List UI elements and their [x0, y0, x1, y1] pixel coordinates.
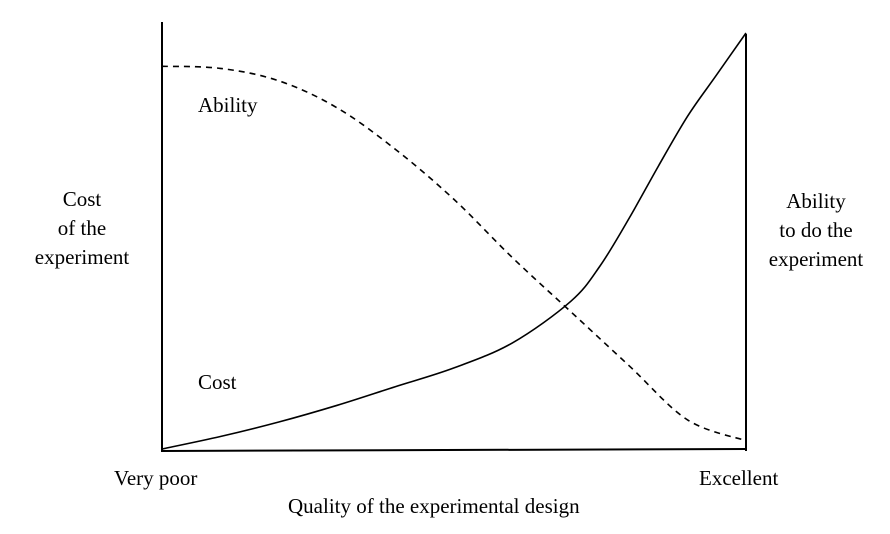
series-label-cost: Cost	[198, 370, 237, 394]
x-axis-title: Quality of the experimental design	[288, 494, 580, 518]
x-axis	[160, 448, 748, 452]
series-layer	[161, 32, 747, 450]
series-line-cost	[161, 32, 747, 450]
left-axis-label: Cost of the experiment	[8, 185, 156, 272]
left-axis-label-line-3: experiment	[34, 245, 130, 269]
x-tick-label-very-poor: Very poor	[114, 466, 198, 490]
left-axis-label-line-2: of the	[57, 216, 107, 240]
series-line-ability	[161, 65, 747, 442]
right-axis-label-line-2: to do the	[779, 218, 853, 242]
right-axis-label-line-3: experiment	[768, 247, 864, 271]
right-axis-label: Ability to do the experiment	[746, 187, 886, 274]
axes	[160, 22, 748, 452]
series-label-ability: Ability	[198, 93, 258, 117]
left-axis-label-line-1: Cost	[62, 187, 102, 211]
right-axis-label-line-1: Ability	[786, 189, 846, 213]
x-tick-label-excellent: Excellent	[699, 466, 779, 490]
